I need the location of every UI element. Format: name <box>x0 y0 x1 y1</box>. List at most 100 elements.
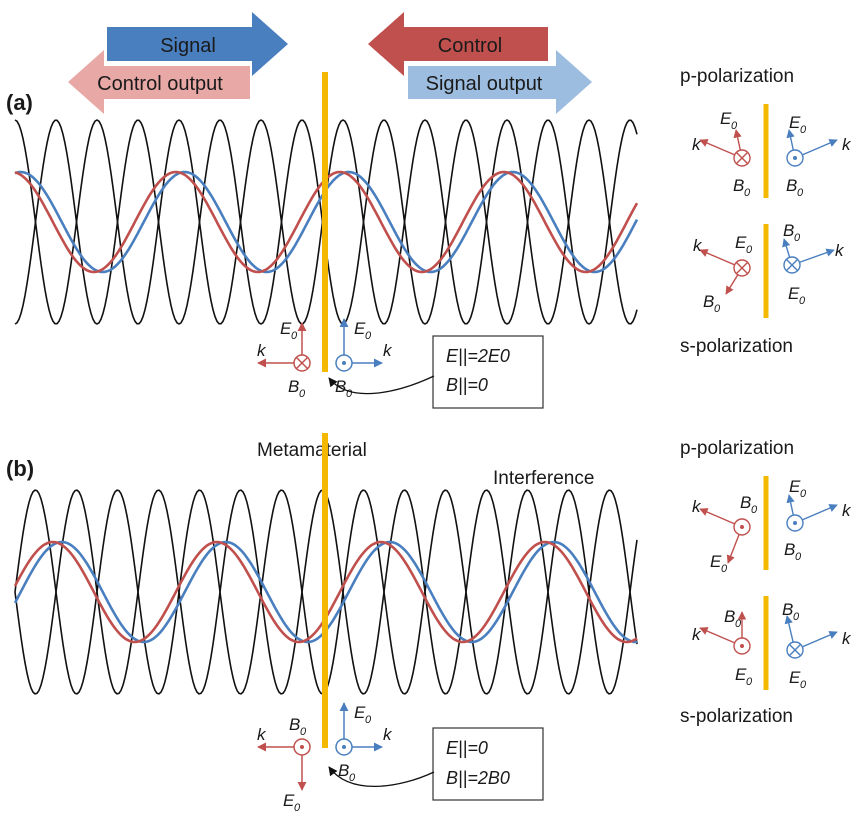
k-label: k <box>383 341 393 360</box>
box-b-line1: E||=0 <box>446 738 488 758</box>
panel-b-field-diagram: k B 0 E 0 E 0 k B 0 <box>257 702 393 813</box>
k-label: k <box>842 629 852 648</box>
box-a-line2: B||=0 <box>446 375 488 395</box>
out-of-page-dot-icon <box>786 514 804 532</box>
metamaterial-slab-mini <box>763 596 769 690</box>
e0-label: E <box>283 791 295 810</box>
interference-label: Interference <box>493 468 594 489</box>
svg-text:0: 0 <box>365 330 372 342</box>
control-label: Control <box>438 35 502 57</box>
b0-label: B <box>288 377 299 396</box>
metamaterial-label: Metamaterial <box>257 440 367 461</box>
blue-field-vectors: E 0 k B 0 <box>335 318 393 400</box>
subscript-zero: 0 <box>800 124 807 136</box>
e0-label: E <box>354 703 366 722</box>
e0-label: E <box>735 665 747 684</box>
subscript-zero: 0 <box>795 551 802 563</box>
svg-text:0: 0 <box>349 772 356 784</box>
subscript-zero: 0 <box>751 504 758 516</box>
panel-b-info-box: E||=0 B||=2B0 <box>328 727 544 801</box>
e0-label: E <box>789 477 801 496</box>
e0-label: E <box>789 113 801 132</box>
p-polarization-label-b: p-polarization <box>680 438 794 459</box>
b0-label: B <box>784 540 795 559</box>
subscript-zero: 0 <box>731 120 738 132</box>
box-b-line2: B||=2B0 <box>446 768 510 788</box>
panel-a-info-box: E||=2E0 B||=0 <box>328 335 544 409</box>
metamaterial-slab-b <box>322 433 328 748</box>
b0-label: B <box>724 607 735 626</box>
k-label: k <box>835 241 845 260</box>
into-page-cross-icon <box>733 149 751 167</box>
into-page-cross-icon <box>783 256 801 274</box>
signal-arrow: Signal <box>107 12 288 76</box>
subscript-zero: 0 <box>793 611 800 623</box>
pointer-arrow-icon <box>328 766 435 788</box>
subscript-zero: 0 <box>746 676 753 688</box>
s-polarization-label-b: s-polarization <box>680 706 793 727</box>
metamaterial-slab-mini <box>763 476 769 570</box>
panel-a-label: (a) <box>6 90 33 115</box>
blue-field-vectors: E 0 k B 0 <box>335 702 393 784</box>
box-a-line1: E||=2E0 <box>446 346 510 366</box>
into-page-cross-icon <box>733 259 751 277</box>
pointer-arrow-icon <box>328 375 435 395</box>
svg-text:0: 0 <box>346 388 353 400</box>
metamaterial-slab-mini <box>763 224 769 318</box>
red-field-vectors: E 0 k B 0 <box>257 319 311 400</box>
subscript-zero: 0 <box>746 244 753 256</box>
out-of-page-dot-icon <box>335 738 353 756</box>
b0-label: B <box>335 377 346 396</box>
subscript-zero: 0 <box>714 303 721 315</box>
subscript-zero: 0 <box>744 187 751 199</box>
k-label: k <box>257 341 267 360</box>
b0-label: B <box>783 221 794 240</box>
k-label: k <box>383 725 393 744</box>
control-output-arrow: Control output <box>68 50 250 114</box>
into-page-cross-icon <box>786 641 804 659</box>
b0-label: B <box>782 600 793 619</box>
svg-text:0: 0 <box>299 388 306 400</box>
s-polarization-label-a: s-polarization <box>680 336 793 357</box>
svg-text:0: 0 <box>365 714 372 726</box>
subscript-zero: 0 <box>800 679 807 691</box>
subscript-zero: 0 <box>800 488 807 500</box>
p-polarization-label-a: p-polarization <box>680 66 794 87</box>
e0-label: E <box>789 668 801 687</box>
polarization-insets: kE 0B 0kE 0B 0k E 0B 0kB 0E 0k B 0E 0kE 0B 0kB 0E 0kB 0E 0 <box>692 104 852 691</box>
b0-label: B <box>733 176 744 195</box>
k-label: k <box>693 236 703 255</box>
k-label: k <box>842 135 852 154</box>
subscript-zero: 0 <box>721 563 728 575</box>
k-label: k <box>842 501 852 520</box>
out-of-page-dot-icon <box>293 738 311 756</box>
panel-a-field-diagram: E 0 k B 0 E 0 k B 0 <box>257 318 393 400</box>
subscript-zero: 0 <box>794 232 801 244</box>
into-page-cross-icon <box>293 354 311 372</box>
subscript-zero: 0 <box>797 187 804 199</box>
k-label: k <box>257 725 267 744</box>
e0-label: E <box>280 319 292 338</box>
svg-text:0: 0 <box>300 726 307 738</box>
e0-label: E <box>720 109 732 128</box>
signal-output-arrow: Signal output <box>408 50 592 114</box>
out-of-page-dot-icon <box>335 354 353 372</box>
svg-text:0: 0 <box>294 802 301 813</box>
b0-label: B <box>786 176 797 195</box>
k-label: k <box>692 135 702 154</box>
control-arrow: Control <box>368 12 548 76</box>
out-of-page-dot-icon <box>786 149 804 167</box>
b0-label: B <box>740 493 751 512</box>
e0-label: E <box>735 233 747 252</box>
metamaterial-slab-mini <box>763 104 769 198</box>
metamaterial-slab-a <box>322 72 328 372</box>
e0-label: E <box>788 284 800 303</box>
subscript-zero: 0 <box>799 295 806 307</box>
e0-label: E <box>354 319 366 338</box>
k-label: k <box>692 497 702 516</box>
red-field-vectors: k B 0 E 0 <box>257 715 311 813</box>
signal-label: Signal <box>160 35 216 57</box>
control-output-label: Control output <box>97 73 223 95</box>
out-of-page-dot-icon <box>733 518 751 536</box>
